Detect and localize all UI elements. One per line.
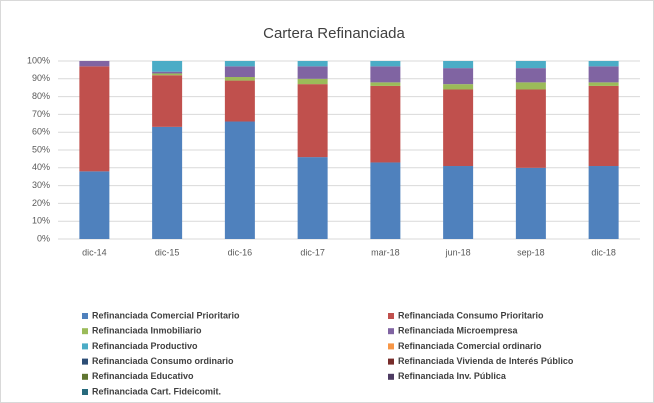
bar-segment (515, 82, 546, 90)
y-tick-label: 0% (37, 233, 50, 243)
x-tick-label: jun-18 (445, 247, 471, 257)
x-tick-label: dic-18 (591, 247, 616, 257)
x-tick-label: sep-18 (517, 247, 545, 257)
bar-segment (224, 66, 255, 78)
bar-segment (515, 89, 546, 168)
bar-segment (515, 167, 546, 239)
bar-segment (515, 68, 546, 83)
bar-segment (588, 66, 619, 83)
bar-segment (443, 61, 474, 69)
bar-segment (224, 121, 255, 239)
legend-swatch (388, 328, 394, 335)
y-tick-label: 30% (32, 180, 50, 190)
legend-swatch (82, 313, 88, 319)
bar-segment (370, 61, 401, 67)
y-tick-label: 90% (32, 73, 50, 83)
legend-label: Refinanciada Cart. Fideicomit. (92, 386, 221, 396)
bar-segment (297, 157, 328, 239)
bar-segment (297, 66, 328, 79)
legend-label: Refinanciada Inv. Pública (398, 371, 507, 381)
bar-segment (152, 75, 183, 127)
x-tick-label: dic-17 (300, 247, 325, 257)
bar-segment (370, 66, 401, 83)
bar-segment (443, 166, 474, 239)
legend-label: Refinanciada Comercial ordinario (398, 341, 542, 351)
legend-swatch (388, 373, 394, 380)
bar-segment (370, 82, 401, 86)
legend-label: Refinanciada Consumo ordinario (92, 356, 234, 366)
legend-swatch (388, 343, 394, 350)
legend-label: Refinanciada Consumo Prioritario (398, 310, 544, 320)
bar-segment (152, 126, 183, 239)
bar-segment (443, 68, 474, 85)
legend-swatch (82, 328, 88, 335)
legend-label: Refinanciada Comercial Prioritario (92, 310, 240, 320)
bar-segment (370, 85, 401, 163)
legend-label: Refinanciada Educativo (92, 371, 194, 381)
legend-swatch (82, 343, 88, 350)
x-tick-label: dic-15 (155, 247, 180, 257)
legend-swatch (82, 373, 88, 380)
bar-segment (297, 61, 328, 67)
x-tick-label: dic-16 (228, 247, 253, 257)
legend-swatch (388, 313, 394, 319)
bar-segment (152, 61, 183, 72)
bar-segment (152, 73, 183, 76)
bar-segment (152, 71, 183, 74)
bar-segment (443, 84, 474, 90)
bar-segment (224, 61, 255, 67)
bar-segment (588, 82, 619, 86)
bar-segment (297, 78, 328, 85)
chart-title: Cartera Refinanciada (263, 25, 405, 42)
y-tick-label: 20% (32, 198, 50, 208)
y-tick-label: 40% (32, 162, 50, 172)
legend-label: Refinanciada Microempresa (398, 326, 519, 336)
y-tick-label: 60% (32, 127, 50, 137)
y-tick-label: 100% (27, 55, 50, 65)
bar-segment (224, 80, 255, 122)
legend-label: Refinanciada Productivo (92, 341, 198, 351)
bar-segment (588, 166, 619, 239)
bar-segment (297, 84, 328, 158)
bar-segment (79, 66, 110, 172)
legend-swatch (82, 389, 88, 395)
bar-segment (370, 162, 401, 239)
bar-segment (79, 171, 110, 239)
y-tick-label: 50% (32, 144, 50, 154)
y-tick-label: 10% (32, 216, 50, 226)
legend-label: Refinanciada Inmobiliario (92, 326, 202, 336)
x-tick-label: mar-18 (371, 247, 400, 257)
legend-swatch (82, 358, 88, 365)
bar-segment (79, 61, 110, 67)
bar-segment (588, 85, 619, 167)
legend-label: Refinanciada Vivienda de Interés Público (398, 356, 574, 366)
y-tick-label: 80% (32, 91, 50, 101)
bar-segment (588, 61, 619, 67)
bar-segment (443, 89, 474, 167)
bar-segment (515, 61, 546, 69)
x-tick-label: dic-14 (82, 247, 107, 257)
legend-swatch (388, 358, 394, 365)
bar-segment (224, 77, 255, 81)
y-tick-label: 70% (32, 109, 50, 119)
